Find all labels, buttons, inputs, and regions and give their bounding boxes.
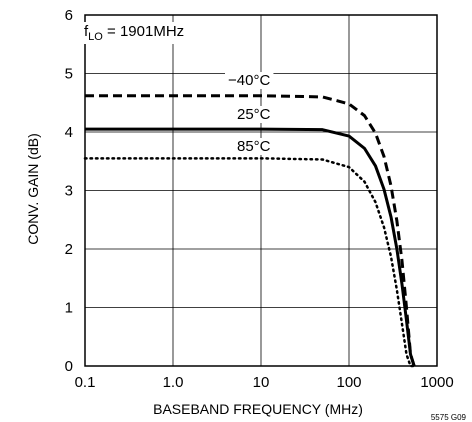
lo-frequency-annotation: fLO = 1901MHz xyxy=(84,23,184,43)
y-tick-label: 3 xyxy=(65,183,73,200)
y-tick-label: 6 xyxy=(65,7,73,24)
series-label-background xyxy=(234,106,274,123)
y-axis-title: CONV. GAIN (dB) xyxy=(25,133,41,245)
x-axis-title: BASEBAND FREQUENCY (MHz) xyxy=(153,401,363,417)
annotation-subscript: LO xyxy=(88,31,103,43)
series-label-minus40c: −40°C xyxy=(228,72,270,89)
y-tick-label: 1 xyxy=(65,300,73,317)
annotation-prefix: f xyxy=(84,23,89,40)
plot-frame xyxy=(84,14,438,367)
series-label-background xyxy=(225,72,274,89)
annotation-background xyxy=(80,22,189,44)
series-label-background xyxy=(234,138,274,155)
annotation-suffix: = 1901MHz xyxy=(103,23,184,40)
x-tick-label: 100 xyxy=(336,374,361,391)
series-line-2 xyxy=(83,157,416,368)
y-tick-label: 0 xyxy=(65,358,73,375)
series-line-1 xyxy=(85,127,416,367)
x-tick-label: 10 xyxy=(253,374,270,391)
figure-id: 5575 G09 xyxy=(431,413,467,422)
series-label-85c: 85°C xyxy=(237,138,271,155)
series-layer xyxy=(83,94,416,368)
series-label-25c: 25°C xyxy=(237,106,271,123)
y-tick-label: 2 xyxy=(65,241,73,258)
y-tick-label: 5 xyxy=(65,66,73,83)
x-tick-label: 1.0 xyxy=(163,374,184,391)
y-tick-label: 4 xyxy=(65,124,73,141)
tick-labels: 0.1 1.0 10 100 1000 0 1 2 3 4 5 6 xyxy=(65,7,454,391)
series-line-0 xyxy=(85,94,416,367)
x-tick-label: 1000 xyxy=(420,374,453,391)
x-tick-label: 0.1 xyxy=(75,374,96,391)
